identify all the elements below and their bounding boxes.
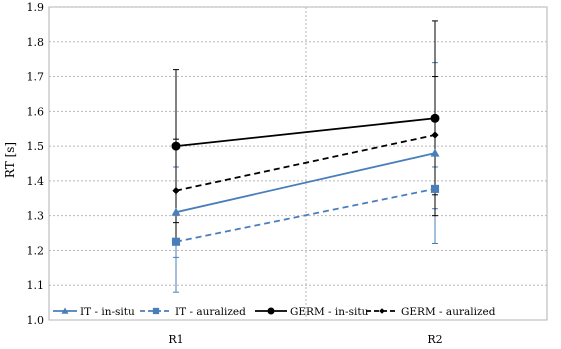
y-tick-label: 1.1 <box>27 279 45 292</box>
legend: IT - in-situ IT - auralized GERM - in-situ… <box>53 306 496 318</box>
series-line <box>175 188 436 243</box>
data-point-square <box>152 307 160 315</box>
series-line <box>175 134 436 192</box>
data-point-circle <box>430 113 440 123</box>
data-point-diamond <box>379 308 385 314</box>
y-tick-label: 1.5 <box>27 140 45 153</box>
y-tick-label: 1.6 <box>27 105 45 118</box>
axis-layer: RT [s] 1.0 1.1 1.2 1.3 1.4 1.5 1.6 1.7 1.8 1.9 R1 R… <box>3 1 443 346</box>
legend-item: IT - auralized <box>140 306 246 318</box>
legend-label: IT - auralized <box>175 306 246 318</box>
x-tick-label: R2 <box>427 333 442 346</box>
legend-label: IT - in-situ <box>80 306 135 318</box>
series-it-in-situ <box>171 148 440 216</box>
y-axis-title: RT [s] <box>3 142 17 178</box>
data-point-square <box>171 237 181 246</box>
y-tick-label: 1.7 <box>27 71 45 84</box>
legend-label: GERM - in-situ <box>290 306 369 318</box>
y-tick-label: 1.2 <box>27 244 45 257</box>
legend-item: GERM - in-situ <box>255 306 369 318</box>
legend-label: GERM - auralized <box>401 306 496 318</box>
data-point-diamond <box>172 187 180 195</box>
y-tick-label: 1.0 <box>27 314 45 327</box>
series-germ-auralized <box>172 131 439 195</box>
data-point-triangle <box>61 307 69 314</box>
data-point-triangle <box>171 207 181 216</box>
series-line <box>175 117 436 148</box>
series-line <box>175 152 436 214</box>
y-tick-label: 1.8 <box>27 36 45 49</box>
series-layer <box>171 113 440 246</box>
data-point-circle <box>267 307 275 315</box>
legend-item: GERM - auralized <box>366 306 496 318</box>
data-point-square <box>430 184 440 193</box>
data-point-triangle <box>430 148 440 157</box>
y-tick-label: 1.3 <box>27 210 45 223</box>
series-it-auralized <box>171 184 440 246</box>
data-point-diamond <box>431 131 439 139</box>
y-tick-label: 1.9 <box>27 1 45 14</box>
legend-item: IT - in-situ <box>53 306 135 318</box>
series-germ-in-situ <box>171 113 440 151</box>
y-tick-label: 1.4 <box>27 175 45 188</box>
x-tick-label: R1 <box>168 333 183 346</box>
data-point-circle <box>171 141 181 151</box>
